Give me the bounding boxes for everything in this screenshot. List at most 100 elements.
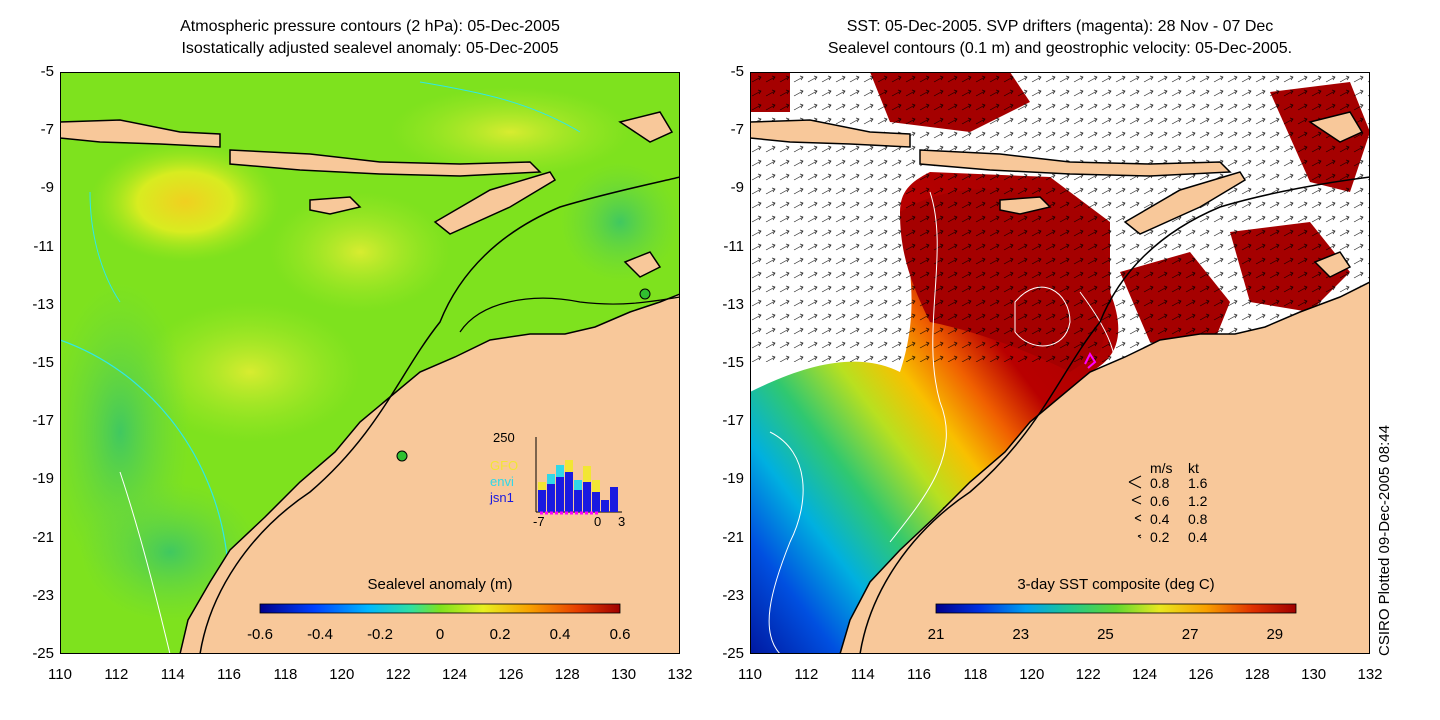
sla-anomaly-yellow <box>90 142 280 262</box>
velocity-legend-ms: 0.2 <box>1150 529 1170 545</box>
left-x-tick-label: 132 <box>667 666 693 683</box>
left-title-line2: Isostatically adjusted sealevel anomaly:… <box>181 40 559 57</box>
station-marker <box>396 450 408 462</box>
australia-landmass <box>179 293 680 654</box>
left-y-tick-label: -25 <box>32 645 54 662</box>
histogram-bar <box>574 480 582 490</box>
northern-islands <box>1308 111 1364 143</box>
sst-colorbar-tick: 29 <box>1266 626 1284 643</box>
sst-map <box>750 72 1370 654</box>
histogram-bar <box>601 500 609 512</box>
left-x-tick-label: 122 <box>385 666 411 683</box>
histogram-bar <box>610 487 618 512</box>
left-x-tick-label: 114 <box>160 666 185 683</box>
drifter-track <box>1084 351 1097 369</box>
shelf-edge <box>459 296 680 333</box>
java-island <box>60 119 221 148</box>
histogram-xtick: 0 <box>594 514 602 529</box>
left-x-tick-label: 112 <box>104 666 129 683</box>
velocity-legend-header-ms: m/s <box>1150 460 1173 476</box>
histogram-series-envi: envi <box>490 474 514 489</box>
sla-colorbar-tick: -0.4 <box>307 626 333 643</box>
sumba-island <box>309 196 362 215</box>
right-x-tick-label: 124 <box>1132 666 1158 683</box>
timor-island <box>433 171 557 235</box>
sla-colorbar-title: Sealevel anomaly (m) <box>367 576 513 593</box>
north-coast-island <box>623 251 662 278</box>
right-y-tick-label: -19 <box>722 470 744 488</box>
histogram-bar <box>592 492 600 512</box>
sla-anomaly-yellow <box>140 302 360 442</box>
histogram-bar <box>538 490 546 512</box>
velocity-legend-header-kt: kt <box>1188 460 1199 476</box>
sla-anomaly-green <box>560 162 680 282</box>
right-x-tick-label: 114 <box>850 666 875 683</box>
left-y-tick-label: -17 <box>32 412 54 430</box>
left-title: Atmospheric pressure contours (2 hPa): 0… <box>60 16 680 60</box>
histogram-xtick: 3 <box>618 514 626 529</box>
right-x-tick-label: 120 <box>1019 666 1045 683</box>
java-island <box>750 119 911 148</box>
right-x-tick-label: 110 <box>738 666 762 683</box>
sla-colorbar-tick: 0.6 <box>609 626 631 643</box>
northern-islands <box>618 111 674 143</box>
velocity-legend-kt: 0.8 <box>1188 511 1208 527</box>
map-frame <box>750 72 1370 654</box>
histogram-bar <box>583 482 591 512</box>
north-coast-island <box>1313 251 1352 278</box>
right-x-tick-label: 130 <box>1301 666 1327 683</box>
right-y-tick-label: -15 <box>722 354 744 371</box>
left-x-tick-label: 110 <box>48 666 72 683</box>
right-x-tick-label: 112 <box>794 666 819 683</box>
left-y-tick-label: -5 <box>40 63 54 80</box>
velocity-legend-arrow <box>1131 495 1142 505</box>
shelf-edge <box>199 176 680 654</box>
sla-colorbar-tick: -0.2 <box>367 626 393 643</box>
velocity-legend-ms: 0.8 <box>1150 475 1170 491</box>
sst-colorbar-tick: 25 <box>1097 626 1114 643</box>
pressure-contour-white <box>119 471 171 654</box>
histogram-series-gfo: GFO <box>490 458 519 473</box>
sla-colorbar-tick: 0.4 <box>549 626 571 643</box>
velocity-legend-kt: 1.2 <box>1188 493 1208 509</box>
velocity-legend-arrow <box>1134 514 1142 522</box>
right-x-tick-label: 132 <box>1357 666 1383 683</box>
histogram-bar <box>565 472 573 512</box>
right-x-tick-label: 122 <box>1075 666 1101 683</box>
sla-anomaly-yellow <box>390 87 630 177</box>
right-x-tick-label: 118 <box>963 666 988 683</box>
right-y-tick-label: -9 <box>730 179 744 197</box>
left-x-tick-label: 118 <box>273 666 298 683</box>
sst-colorbar <box>935 603 1297 614</box>
sealevel-contour <box>889 191 947 543</box>
histogram-xtick: -7 <box>533 514 545 529</box>
altimeter-histogram <box>535 437 622 515</box>
left-x-tick-label: 128 <box>554 666 580 683</box>
sla-map <box>60 72 680 654</box>
histogram-bar <box>583 466 591 482</box>
sst-colorbar-tick: 23 <box>1012 626 1030 643</box>
left-y-tick-label: -13 <box>32 295 54 313</box>
velocity-legend-kt: 1.6 <box>1188 475 1208 491</box>
histogram-bar <box>547 474 555 484</box>
sst-colorbar-tick: 21 <box>927 626 945 643</box>
map-frame <box>60 72 680 654</box>
right-title-line1: SST: 05-Dec-2005. SVP drifters (magenta)… <box>846 18 1274 35</box>
velocity-legend-arrow <box>1137 534 1142 539</box>
left-x-tick-label: 120 <box>329 666 355 683</box>
sla-colorbar <box>259 603 621 614</box>
histogram-bar <box>538 482 546 490</box>
histogram-bar <box>565 460 573 472</box>
right-y-tick-label: -13 <box>722 295 744 313</box>
left-y-tick-label: -9 <box>40 179 54 197</box>
right-y-tick-label: -21 <box>722 528 744 546</box>
pressure-contour <box>89 191 121 303</box>
right-y-tick-label: -7 <box>730 121 744 139</box>
left-y-tick-label: -7 <box>40 121 54 139</box>
velocity-legend-arrow <box>1128 475 1142 489</box>
timor-island <box>1123 171 1247 235</box>
sumba-island <box>999 196 1052 215</box>
right-x-tick-label: 128 <box>1244 666 1270 683</box>
sst-colorbar-tick: 27 <box>1181 626 1199 643</box>
sealevel-contour <box>1014 286 1071 347</box>
